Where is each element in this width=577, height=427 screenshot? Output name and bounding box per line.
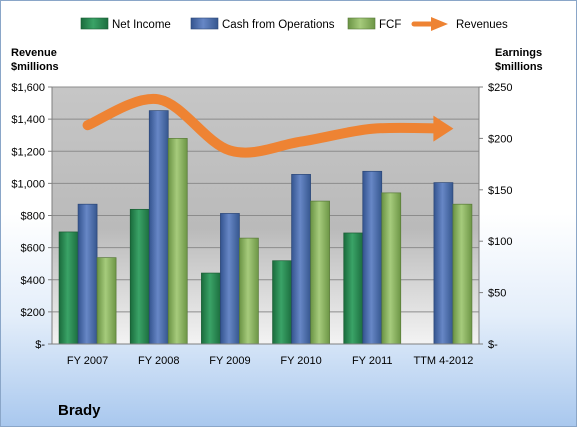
legend-label-net-income: Net Income — [112, 19, 171, 31]
left-tick-label: $200 — [21, 307, 45, 319]
bar-fcf — [167, 138, 188, 345]
bar-net-income — [201, 272, 221, 345]
chart-caption: Brady — [58, 402, 101, 419]
right-tick-label: $100 — [488, 236, 512, 248]
revenue-arrowhead — [433, 115, 454, 142]
bar-net-income — [272, 260, 292, 345]
left-tick-label: $1,200 — [11, 146, 45, 158]
bar-fcf — [452, 203, 473, 345]
bar-cash-from-operations — [220, 213, 240, 345]
legend-swatch-fcf — [347, 17, 376, 30]
right-axis-title-line2: $millions — [495, 61, 543, 73]
left-tick-label: $1,400 — [11, 114, 45, 126]
bar-net-income — [58, 231, 79, 345]
category-label: FY 2008 — [138, 355, 179, 367]
right-tick-label: $50 — [488, 288, 506, 300]
legend-label-cash-from-operations: Cash from Operations — [222, 19, 335, 31]
right-tick-label: $200 — [488, 133, 512, 145]
bar-cash-from-operations — [362, 170, 383, 345]
legend: Net Income Cash from Operations FCF Reve… — [80, 17, 508, 31]
bar-net-income — [129, 208, 150, 345]
legend-label-fcf: FCF — [379, 19, 401, 31]
bar-fcf — [381, 192, 402, 345]
legend-swatch-cash-from-operations — [190, 17, 219, 30]
legend-swatch-revenues — [411, 17, 448, 31]
revenue-line-path — [82, 94, 449, 158]
left-axis-title-line1: Revenue — [11, 47, 57, 59]
bar-cash-from-operations — [291, 174, 311, 345]
x-axis-ticks: FY 2007 FY 2008 FY 2009 FY 2010 FY 2011 TTM 4… — [67, 355, 473, 367]
gridlines — [52, 86, 479, 313]
left-tick-label: $- — [35, 339, 45, 351]
left-tick-label: $400 — [21, 275, 45, 287]
category-label: TTM 4-2012 — [413, 355, 473, 367]
right-tick-label: $250 — [488, 82, 512, 94]
bar-cash-from-operations — [77, 203, 98, 345]
left-tick-label: $800 — [21, 211, 45, 223]
right-tick-label: $150 — [488, 185, 512, 197]
bar-fcf — [96, 257, 117, 345]
category-label: FY 2010 — [280, 355, 321, 367]
right-axis-ticks: $- $50 $100 $150 $200 $250 — [479, 82, 512, 351]
left-tick-label: $600 — [21, 243, 45, 255]
bar-cash-from-operations — [433, 182, 454, 345]
left-axis-title-line2: $millions — [11, 61, 59, 73]
left-axis-ticks: $- $200 $400 $600 $800 $1,000 $1,200 $1,400 $1,6… — [11, 82, 52, 351]
left-tick-label: $1,000 — [11, 178, 45, 190]
bars — [58, 110, 473, 345]
bar-fcf — [239, 237, 259, 345]
right-axis-title-line1: Earnings — [495, 47, 542, 59]
category-label: FY 2007 — [67, 355, 108, 367]
category-label: FY 2009 — [209, 355, 250, 367]
legend-swatch-net-income — [80, 17, 109, 30]
legend-label-revenues: Revenues — [456, 19, 508, 31]
right-tick-label: $- — [488, 339, 498, 351]
bar-net-income — [343, 232, 364, 345]
bar-cash-from-operations — [148, 110, 169, 345]
category-label: FY 2011 — [352, 355, 393, 367]
left-tick-label: $1,600 — [11, 82, 45, 94]
revenue-line — [82, 94, 454, 158]
bar-fcf — [310, 200, 330, 345]
